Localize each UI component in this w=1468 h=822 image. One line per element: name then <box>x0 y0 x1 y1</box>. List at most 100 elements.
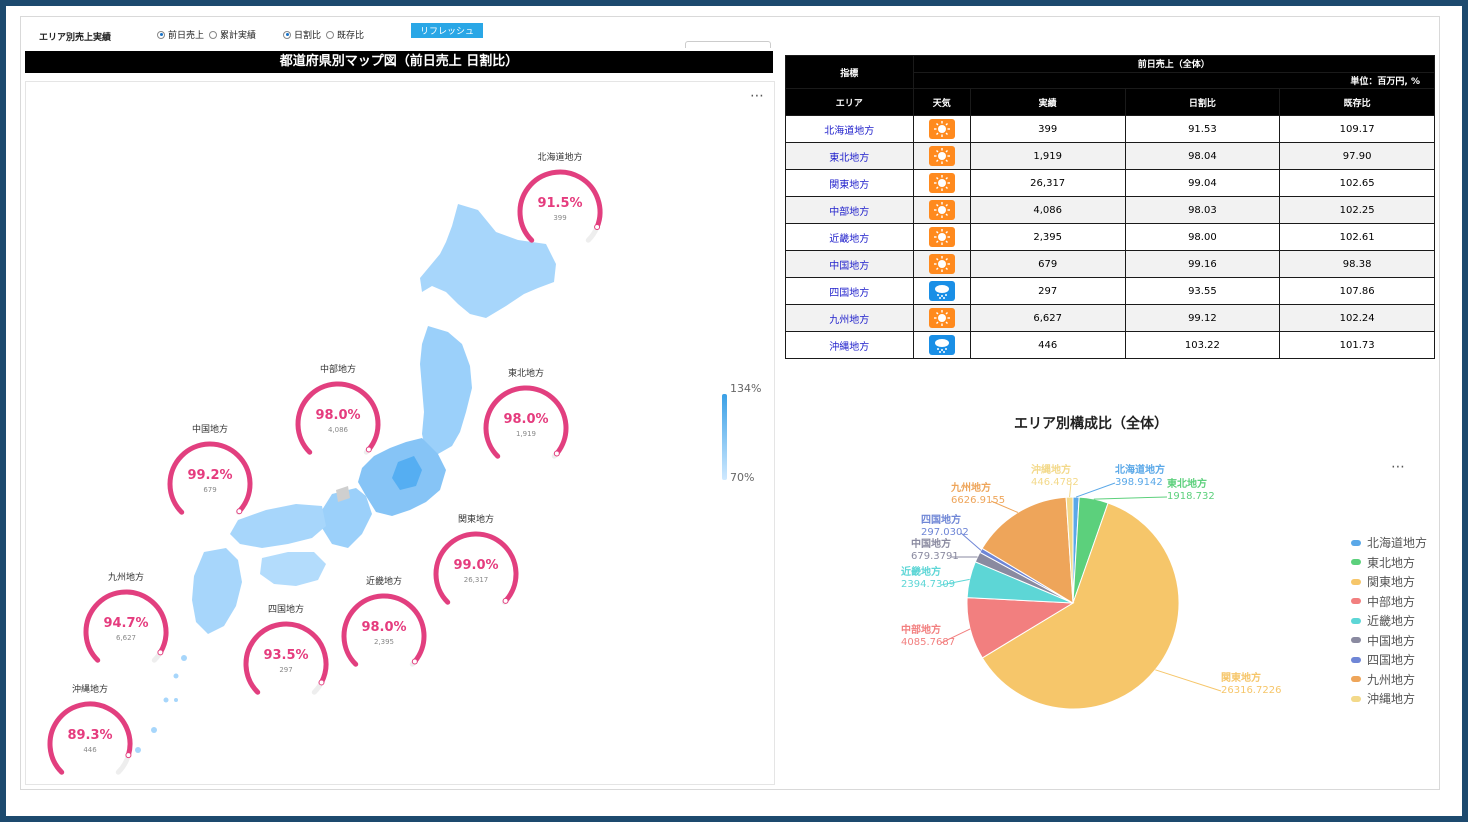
legend-item-3[interactable]: 中部地方 <box>1351 592 1427 612</box>
legend-item-2[interactable]: 関東地方 <box>1351 572 1427 592</box>
radio-dot-icon <box>326 30 334 39</box>
weather-cell <box>912 142 971 170</box>
pie-label-value-2: 26316.7226 <box>1221 685 1281 696</box>
map-island <box>174 698 178 702</box>
area-link[interactable]: 近畿地方 <box>785 223 914 251</box>
table-row: 近畿地方 2,395 98.00 102.61 <box>785 223 1435 251</box>
legend-label: 九州地方 <box>1367 672 1416 687</box>
th-weather: 天気 <box>912 88 971 116</box>
area-link[interactable]: 関東地方 <box>785 169 914 197</box>
th-actual: 実績 <box>969 88 1126 116</box>
legend-swatch <box>1351 578 1361 585</box>
pie-leader-1 <box>1093 496 1168 500</box>
legend-item-6[interactable]: 四国地方 <box>1351 650 1427 670</box>
pie-label-name-2: 関東地方 <box>1221 671 1261 684</box>
daily-cell: 93.55 <box>1124 277 1281 305</box>
gauge-arc <box>341 593 427 667</box>
existing-cell: 97.90 <box>1279 142 1435 170</box>
legend-label: 四国地方 <box>1367 653 1416 668</box>
gauge-label: 沖縄地方 <box>71 685 108 695</box>
pie-leader-3 <box>940 628 971 644</box>
gauge-value: 679 <box>203 486 217 494</box>
pie-label-name-0: 北海道地方 <box>1115 463 1165 476</box>
radio-daily-ratio[interactable]: 日割比 <box>283 28 321 41</box>
pie-slice-8[interactable] <box>1065 496 1074 604</box>
daily-cell: 99.04 <box>1124 169 1281 197</box>
gauge-arc <box>83 589 169 663</box>
legend-item-5[interactable]: 中国地方 <box>1351 631 1427 651</box>
dashboard: エリア別売上実績 前日売上 累計実績 日割比 既存比 リフレッシュ 都道府県別マ… <box>20 16 1440 790</box>
japan-map[interactable] <box>26 82 774 784</box>
gauge-arc <box>47 701 133 775</box>
gauge-value: 399 <box>553 214 567 222</box>
area-link[interactable]: 九州地方 <box>785 304 914 332</box>
pie-legend: 北海道地方 東北地方 関東地方中部地方近畿地方 中国地方四国地方九州地方沖縄地方 <box>1351 533 1427 709</box>
pie-leader-4 <box>940 578 970 586</box>
weather-cell <box>912 331 971 359</box>
pie-slice-7[interactable] <box>981 496 1074 604</box>
gauge-percent: 98.0% <box>361 620 407 635</box>
gauge-arc <box>295 381 381 455</box>
sun-icon <box>928 227 955 247</box>
weather-cell <box>912 169 971 197</box>
gauge-label: 九州地方 <box>107 573 144 583</box>
daily-cell: 98.04 <box>1124 142 1281 170</box>
collapse-handle[interactable] <box>685 41 771 48</box>
area-link[interactable]: 中部地方 <box>785 196 914 224</box>
gauge-label: 関東地方 <box>457 515 494 525</box>
area-link[interactable]: 北海道地方 <box>785 115 914 143</box>
radio-cumulative[interactable]: 累計実績 <box>209 28 256 41</box>
radio-dot-icon <box>157 30 165 39</box>
ellipsis-icon[interactable]: ⋯ <box>750 88 765 104</box>
gauge-arc <box>167 441 253 515</box>
legend-item-1[interactable]: 東北地方 <box>1351 553 1427 573</box>
area-link[interactable]: 沖縄地方 <box>785 331 914 359</box>
existing-cell: 102.65 <box>1279 169 1435 197</box>
th-existing: 既存比 <box>1279 88 1435 116</box>
legend-swatch <box>1351 695 1361 702</box>
refresh-button[interactable]: リフレッシュ <box>411 23 483 38</box>
pie-leader-2 <box>1155 669 1222 692</box>
gauge-arc <box>243 621 329 695</box>
ellipsis-icon[interactable]: ⋯ <box>1391 459 1406 475</box>
sun-icon <box>928 308 955 328</box>
pie-leader-8 <box>1069 482 1072 498</box>
legend-item-0[interactable]: 北海道地方 <box>1351 533 1427 553</box>
weather-cell <box>912 115 971 143</box>
table-row: 中部地方 4,086 98.03 102.25 <box>785 196 1435 224</box>
area-link[interactable]: 四国地方 <box>785 277 914 305</box>
actual-cell: 399 <box>969 115 1126 143</box>
gauge-5: 九州地方 94.7% 6,627 <box>76 572 176 672</box>
radio-previous-day[interactable]: 前日売上 <box>157 28 204 41</box>
sun-icon <box>928 200 955 220</box>
legend-item-8[interactable]: 沖縄地方 <box>1351 689 1427 709</box>
map-island <box>151 727 157 733</box>
legend-swatch <box>1351 598 1361 605</box>
color-scale-min: 70% <box>730 471 755 484</box>
area-link[interactable]: 中国地方 <box>785 250 914 278</box>
legend-swatch <box>1351 637 1361 644</box>
legend-item-7[interactable]: 九州地方 <box>1351 670 1427 690</box>
area-link[interactable]: 東北地方 <box>785 142 914 170</box>
radio-existing-ratio[interactable]: 既存比 <box>326 28 364 41</box>
map-region-hokkaido <box>420 204 556 318</box>
gauge-label: 北海道地方 <box>537 153 583 163</box>
sun-icon <box>928 254 955 274</box>
pie-label-value-6: 297.0302 <box>921 527 969 538</box>
map-island <box>135 747 141 753</box>
gauge-1: 東北地方 98.0% 1,919 <box>476 368 576 468</box>
legend-label: 中部地方 <box>1367 594 1416 609</box>
existing-cell: 102.24 <box>1279 304 1435 332</box>
existing-cell: 98.38 <box>1279 250 1435 278</box>
table-row: 中国地方 679 99.16 98.38 <box>785 250 1435 278</box>
map-island <box>181 655 187 661</box>
gauge-percent: 99.0% <box>453 558 499 573</box>
gauge-percent: 93.5% <box>263 648 309 663</box>
actual-cell: 446 <box>969 331 1126 359</box>
map-title: 都道府県別マップ図（前日売上 日割比） <box>25 51 773 73</box>
gauge-label: 四国地方 <box>267 605 304 615</box>
weather-cell <box>912 277 971 305</box>
daily-cell: 99.12 <box>1124 304 1281 332</box>
legend-item-4[interactable]: 近畿地方 <box>1351 611 1427 631</box>
